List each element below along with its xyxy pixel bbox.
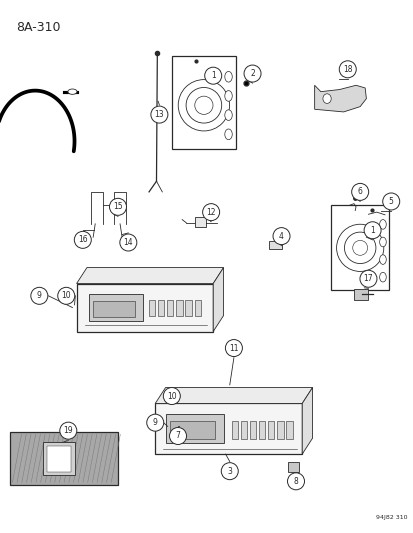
Ellipse shape (379, 220, 385, 229)
Bar (47, 446, 71, 472)
Bar (259, 421, 265, 439)
Ellipse shape (379, 237, 385, 247)
Bar (176, 300, 182, 316)
Text: 94J82 310: 94J82 310 (375, 515, 407, 520)
Ellipse shape (224, 110, 232, 120)
Text: 17: 17 (363, 274, 373, 283)
Bar (268, 241, 281, 249)
Bar (155, 403, 301, 454)
Bar (287, 462, 299, 472)
Text: 6: 6 (357, 188, 362, 196)
Circle shape (221, 463, 238, 480)
Text: 3: 3 (227, 467, 232, 475)
Circle shape (163, 387, 180, 405)
Text: 10: 10 (61, 292, 71, 300)
Text: 2: 2 (249, 69, 254, 78)
Circle shape (150, 106, 168, 123)
Text: 11: 11 (229, 344, 238, 352)
Text: 18: 18 (342, 65, 351, 74)
Circle shape (57, 287, 75, 304)
Text: 4: 4 (278, 232, 283, 240)
Bar (76, 284, 213, 332)
Bar (169, 421, 215, 439)
Bar (240, 421, 247, 439)
Bar (231, 421, 237, 439)
Text: 15: 15 (113, 203, 123, 211)
Bar (353, 289, 368, 300)
Text: 5: 5 (388, 197, 393, 206)
Text: 1: 1 (369, 226, 374, 235)
Text: 12: 12 (206, 208, 215, 216)
Bar (268, 421, 274, 439)
Polygon shape (76, 268, 223, 284)
Circle shape (74, 231, 91, 248)
Bar (10, 432, 118, 485)
Circle shape (243, 65, 261, 82)
Circle shape (202, 204, 219, 221)
Circle shape (351, 183, 368, 200)
Circle shape (272, 228, 290, 245)
Ellipse shape (379, 272, 385, 282)
Ellipse shape (322, 94, 330, 103)
Circle shape (31, 287, 48, 304)
Polygon shape (314, 85, 366, 112)
Bar (194, 217, 206, 227)
Polygon shape (301, 387, 312, 454)
Ellipse shape (224, 91, 232, 101)
Bar (167, 300, 173, 316)
Ellipse shape (224, 71, 232, 82)
Text: 9: 9 (37, 292, 42, 300)
Bar (89, 294, 142, 321)
Circle shape (382, 193, 399, 210)
Bar (194, 300, 200, 316)
Circle shape (363, 222, 380, 239)
Circle shape (169, 427, 186, 445)
Bar (165, 414, 223, 443)
Text: 9: 9 (152, 418, 157, 427)
Ellipse shape (379, 255, 385, 264)
Ellipse shape (224, 129, 232, 140)
Text: 13: 13 (154, 110, 164, 119)
Text: 1: 1 (210, 71, 215, 80)
Ellipse shape (68, 89, 77, 94)
Text: 8A-310: 8A-310 (17, 21, 61, 34)
Circle shape (109, 198, 126, 215)
Bar (93, 301, 134, 317)
Bar (149, 300, 155, 316)
Bar (286, 421, 292, 439)
Bar (277, 421, 283, 439)
Text: 19: 19 (63, 426, 73, 435)
Text: 7: 7 (175, 432, 180, 440)
Circle shape (146, 414, 164, 431)
Bar (185, 300, 191, 316)
Circle shape (359, 270, 376, 287)
Circle shape (119, 234, 137, 251)
Bar (171, 56, 235, 149)
Polygon shape (155, 387, 312, 403)
Text: 16: 16 (78, 236, 88, 244)
Text: 14: 14 (123, 238, 133, 247)
Circle shape (338, 61, 356, 78)
Circle shape (287, 473, 304, 490)
Polygon shape (213, 268, 223, 332)
Text: 8: 8 (293, 477, 298, 486)
Circle shape (225, 340, 242, 357)
Text: 10: 10 (166, 392, 176, 400)
Bar (330, 205, 388, 290)
Circle shape (204, 67, 221, 84)
Bar (158, 300, 164, 316)
Bar (43, 442, 74, 475)
Bar (249, 421, 256, 439)
Circle shape (59, 422, 77, 439)
